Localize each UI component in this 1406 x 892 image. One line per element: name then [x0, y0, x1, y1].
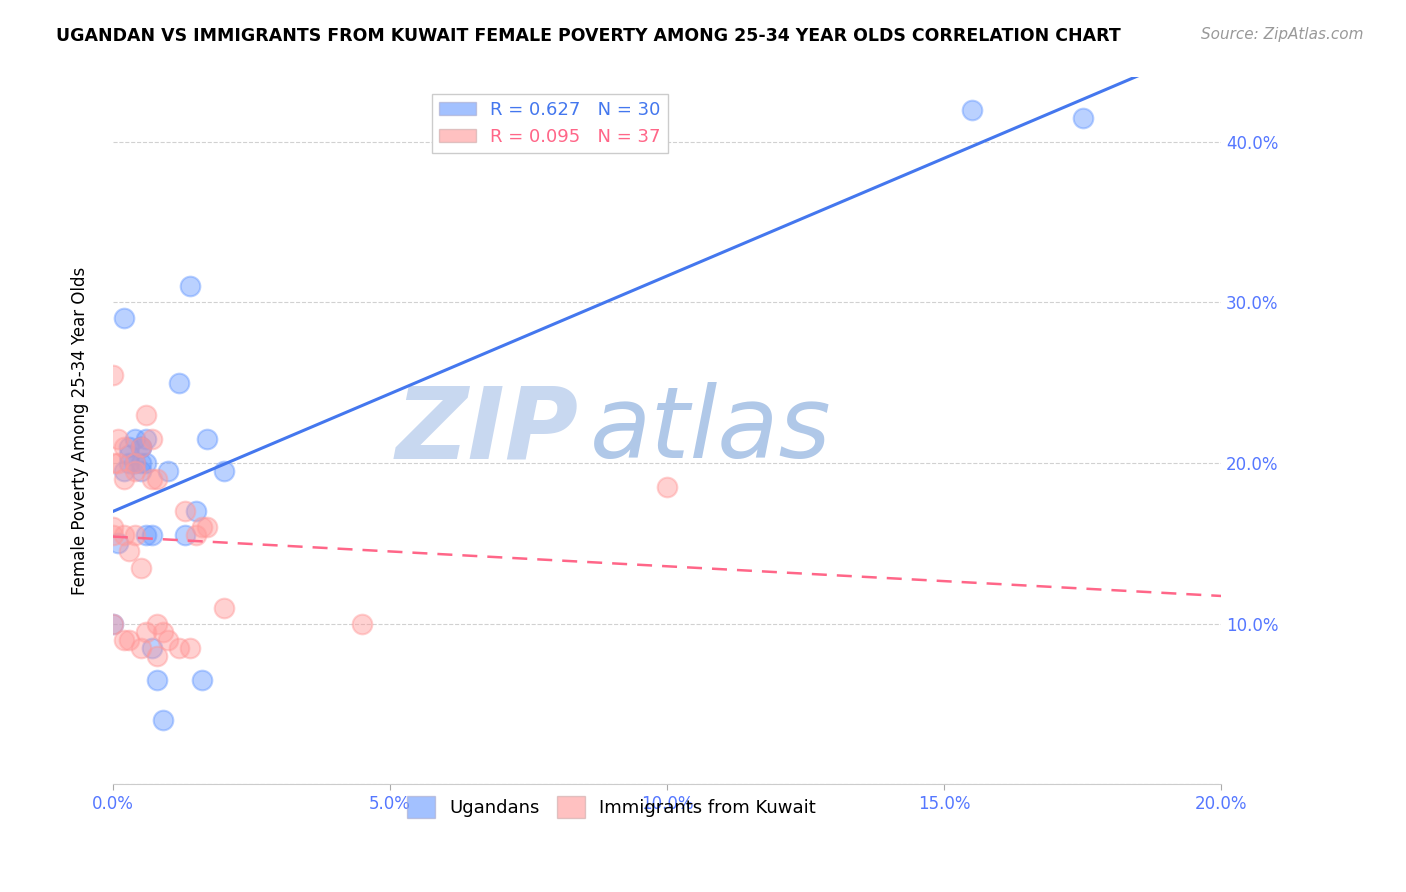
Point	[146, 472, 169, 486]
Point	[129, 464, 152, 478]
Point	[101, 368, 124, 382]
Point	[124, 464, 146, 478]
Point	[118, 456, 141, 470]
Point	[169, 640, 191, 655]
Point	[101, 520, 124, 534]
Text: Source: ZipAtlas.com: Source: ZipAtlas.com	[1201, 27, 1364, 42]
Point	[141, 640, 163, 655]
Point	[129, 440, 152, 454]
Point	[146, 673, 169, 687]
Point	[107, 536, 129, 550]
Point	[174, 528, 197, 542]
Point	[352, 616, 374, 631]
Point	[146, 648, 169, 663]
Point	[135, 528, 157, 542]
Point	[101, 616, 124, 631]
Point	[195, 432, 218, 446]
Point	[107, 432, 129, 446]
Point	[118, 632, 141, 647]
Point	[129, 560, 152, 574]
Point	[124, 456, 146, 470]
Point	[141, 472, 163, 486]
Point	[184, 504, 207, 518]
Point	[960, 103, 983, 117]
Point	[101, 616, 124, 631]
Point	[112, 311, 135, 326]
Point	[107, 456, 129, 470]
Point	[190, 520, 212, 534]
Point	[179, 640, 201, 655]
Text: atlas: atlas	[589, 383, 831, 479]
Point	[112, 472, 135, 486]
Point	[141, 432, 163, 446]
Point	[112, 440, 135, 454]
Point	[157, 632, 180, 647]
Point	[169, 376, 191, 390]
Point	[179, 279, 201, 293]
Point	[112, 464, 135, 478]
Point	[212, 464, 235, 478]
Point	[118, 448, 141, 462]
Point	[124, 528, 146, 542]
Point	[152, 624, 174, 639]
Point	[112, 528, 135, 542]
Point	[124, 432, 146, 446]
Point	[101, 456, 124, 470]
Point	[174, 504, 197, 518]
Point	[1071, 111, 1094, 125]
Point	[135, 408, 157, 422]
Point	[152, 713, 174, 727]
Point	[157, 464, 180, 478]
Y-axis label: Female Poverty Among 25-34 Year Olds: Female Poverty Among 25-34 Year Olds	[72, 267, 89, 595]
Point	[129, 640, 152, 655]
Point	[141, 528, 163, 542]
Point	[118, 544, 141, 558]
Point	[101, 528, 124, 542]
Point	[129, 440, 152, 454]
Text: ZIP: ZIP	[395, 383, 578, 479]
Point	[118, 440, 141, 454]
Point	[124, 456, 146, 470]
Point	[129, 440, 152, 454]
Text: UGANDAN VS IMMIGRANTS FROM KUWAIT FEMALE POVERTY AMONG 25-34 YEAR OLDS CORRELATI: UGANDAN VS IMMIGRANTS FROM KUWAIT FEMALE…	[56, 27, 1121, 45]
Point	[135, 432, 157, 446]
Point	[129, 456, 152, 470]
Point	[135, 624, 157, 639]
Point	[184, 528, 207, 542]
Legend: Ugandans, Immigrants from Kuwait: Ugandans, Immigrants from Kuwait	[401, 789, 823, 825]
Point	[146, 616, 169, 631]
Point	[212, 600, 235, 615]
Point	[112, 632, 135, 647]
Point	[195, 520, 218, 534]
Point	[655, 480, 678, 494]
Point	[190, 673, 212, 687]
Point	[135, 456, 157, 470]
